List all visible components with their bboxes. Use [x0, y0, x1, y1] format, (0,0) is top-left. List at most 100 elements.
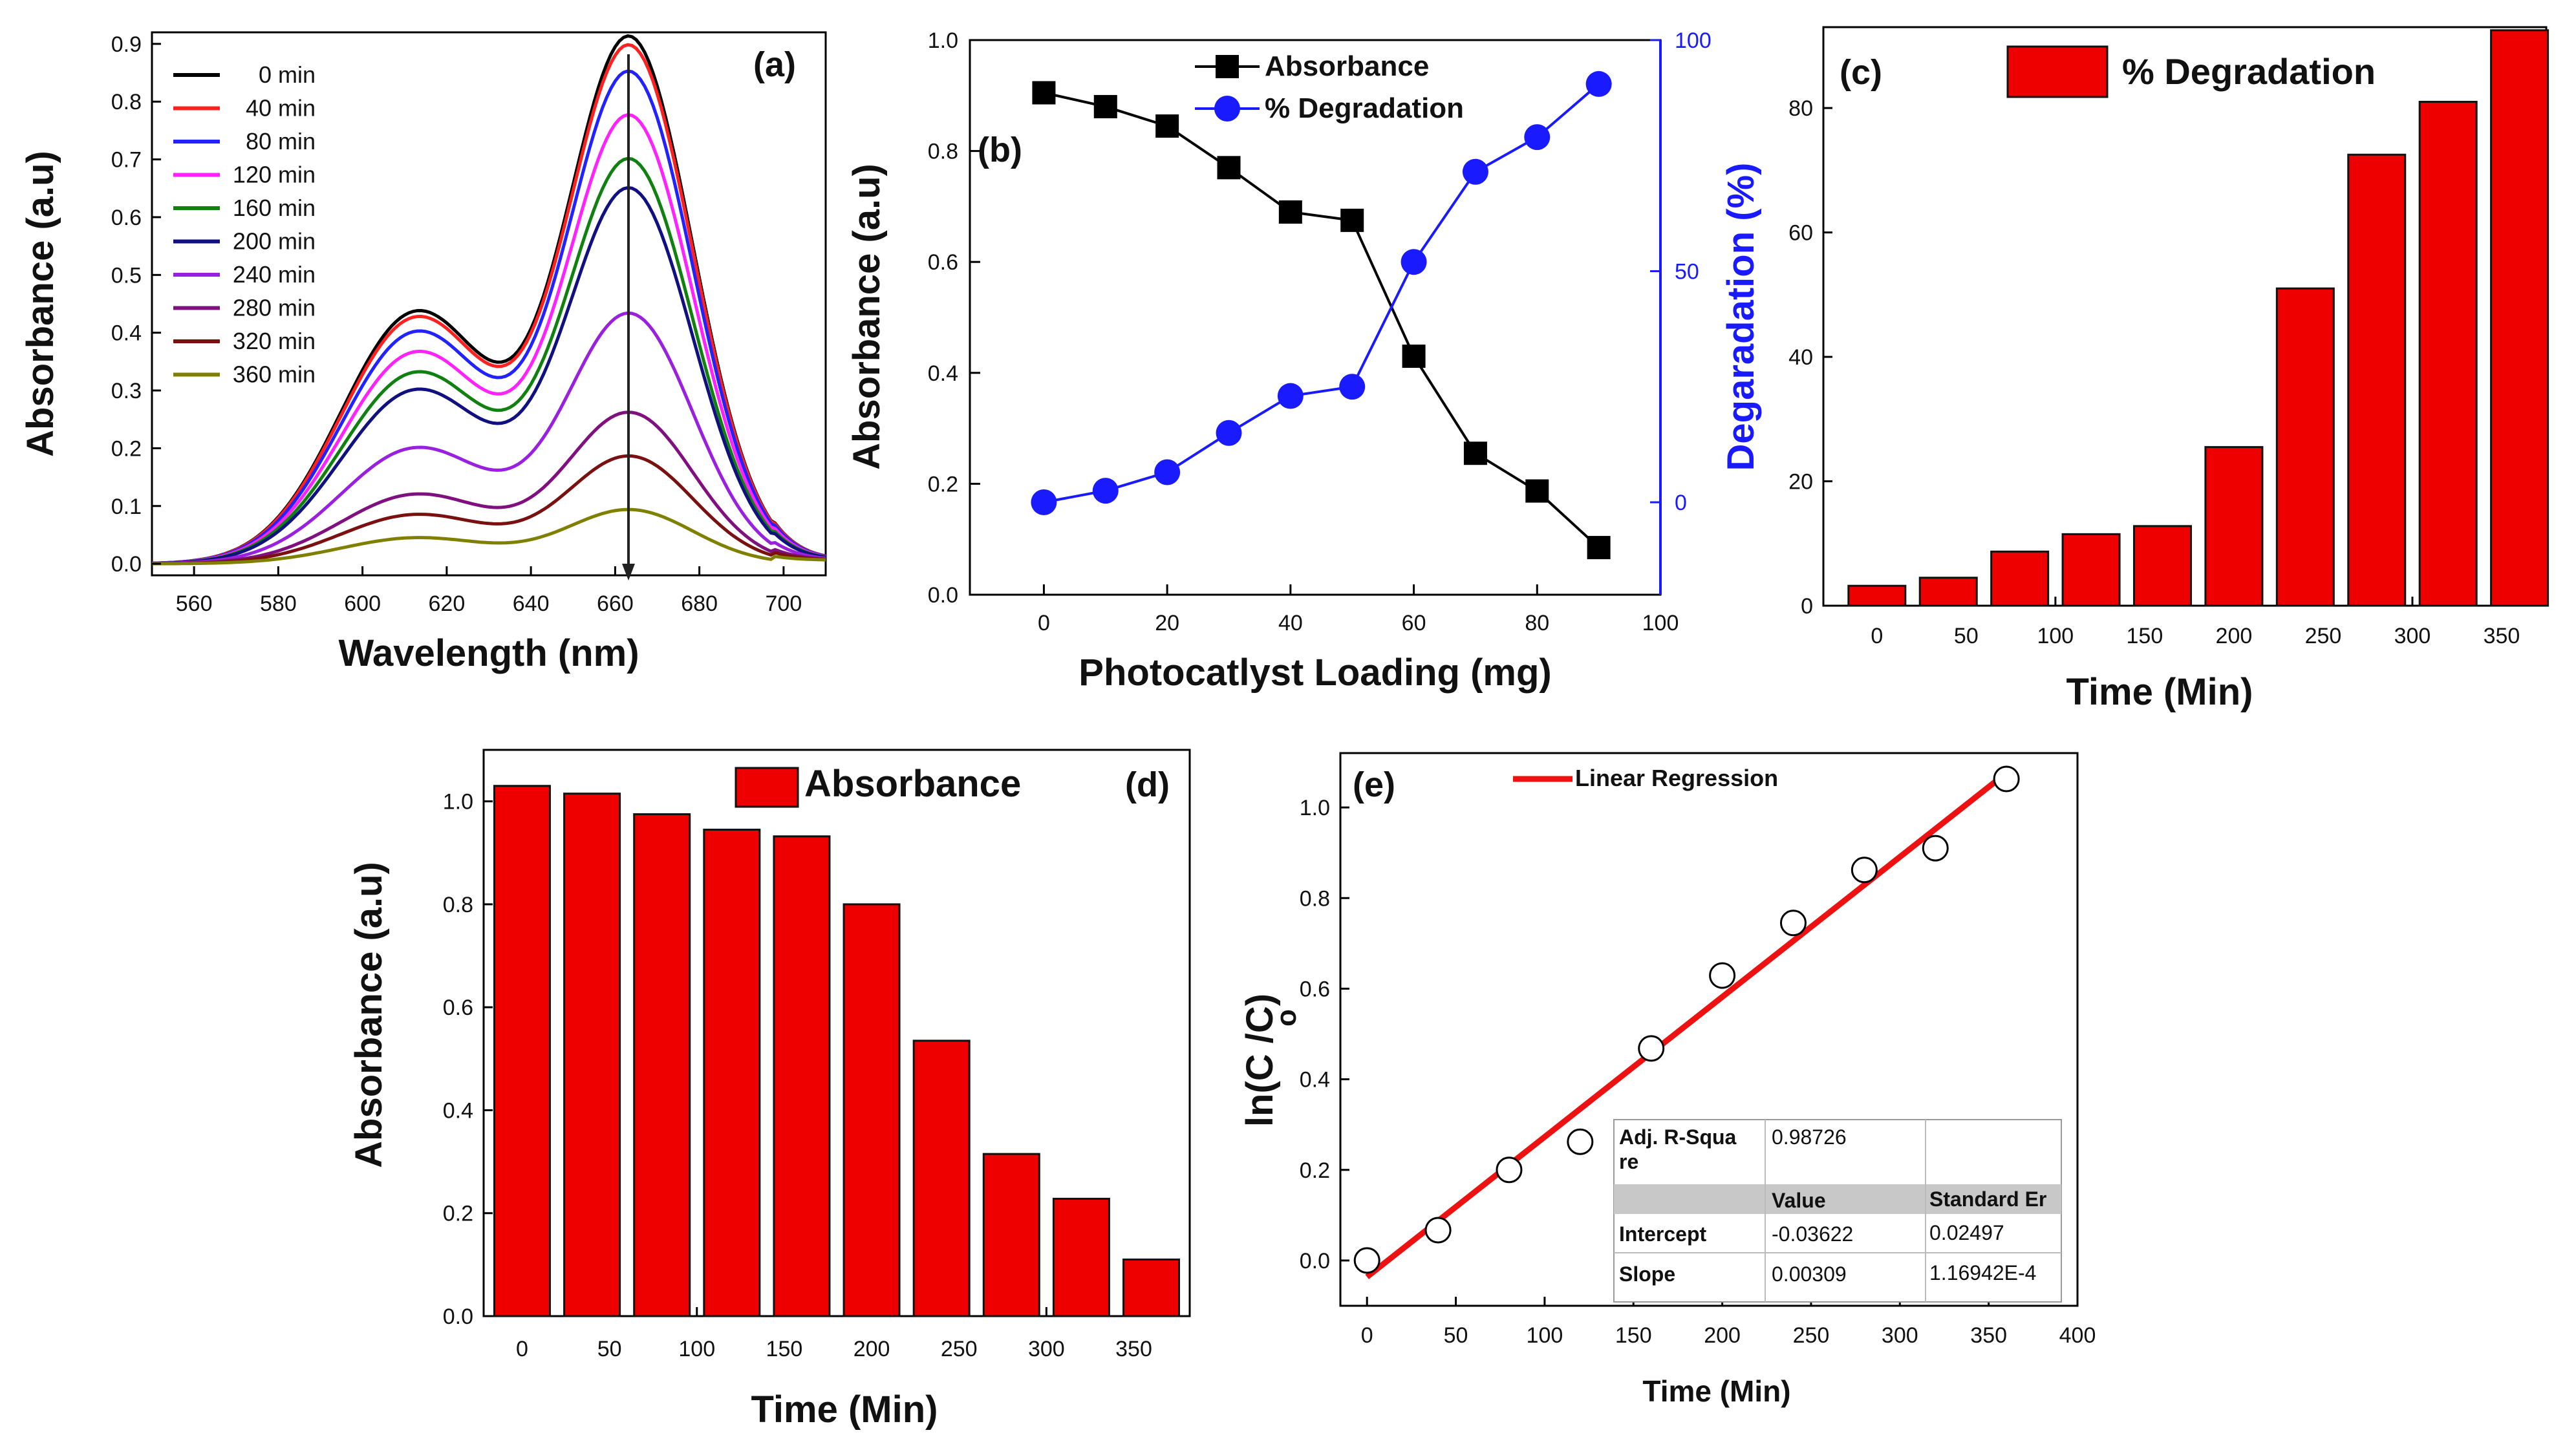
panel-a-ytick-label: 0.3	[111, 379, 142, 403]
panel-e-label: (e)	[1353, 765, 1395, 804]
panel-e-frame	[1339, 752, 2079, 1307]
panel-d-bar	[633, 813, 691, 1317]
panel-a-series-280-min	[151, 410, 826, 566]
panel-c-bar	[1990, 550, 2050, 607]
panel-e-ytick-label: 0.0	[1300, 1249, 1330, 1273]
panel-d-xlabel: Time (Min)	[751, 1389, 938, 1431]
panel-a-frame	[151, 31, 827, 577]
panel-a-ytick-label: 0.6	[111, 206, 142, 230]
panel-a-series-200-min	[151, 186, 826, 565]
panel-d-xtick-label: 200	[853, 1337, 890, 1361]
panel-b-degradation-point	[1031, 489, 1057, 515]
panel-a-legend-label: 160 min	[233, 195, 316, 221]
panel-a-label: (a)	[753, 45, 796, 84]
panel-b-absorbance-point	[1587, 536, 1611, 560]
panel-b-ytick-label: 0.4	[928, 361, 958, 386]
panel-a-xtick-label: 620	[429, 591, 466, 616]
panel-a-series-360-min	[152, 507, 826, 566]
panel-b-absorbance-point	[1217, 156, 1241, 180]
panel-b-ytick-label: 0.8	[928, 140, 958, 164]
panel-a-series-320-min	[151, 454, 826, 566]
panel-b-y2tick-label: 0	[1675, 491, 1687, 515]
panel-e-ylabel: ln(C /C)	[1239, 994, 1281, 1127]
panel-d-label: (d)	[1125, 765, 1170, 804]
panel-d-xtick-label: 150	[766, 1337, 803, 1361]
panel-a-legend-label: 240 min	[233, 261, 316, 288]
panel-c-bar	[2204, 446, 2264, 607]
panel-c-legend-swatch	[2006, 45, 2109, 98]
panel-b-absorbance-point	[1402, 345, 1426, 368]
table-col-se: Standard Er	[1929, 1187, 2046, 1211]
panel-b-y2label: Degaradation (%)	[1720, 163, 1762, 471]
panel-c-ytick-label: 0	[1801, 594, 1813, 619]
panel-b-y2tick-label: 50	[1675, 260, 1699, 284]
panel-c-bar	[2347, 153, 2407, 607]
panel-d-ylabel: Absorbance (a.u)	[348, 862, 390, 1168]
panel-b-ytick-label: 0.2	[928, 472, 958, 496]
panel-e-xtick-label: 400	[2059, 1323, 2096, 1348]
panel-e-legend-text: Linear Regression	[1575, 765, 1778, 791]
panel-c-xtick-label: 350	[2484, 624, 2520, 648]
panel-e-xtick-label: 100	[1527, 1323, 1563, 1348]
table-adj-label-wrap: re	[1619, 1150, 1638, 1173]
panel-c-legend-text: % Degradation	[2122, 51, 2376, 92]
panel-d-ytick-label: 0.6	[443, 996, 473, 1020]
panel-b-absorbance-point	[1525, 479, 1549, 503]
panel-e-xlabel: Time (Min)	[1642, 1374, 1790, 1408]
panel-b-degradation-point	[1154, 459, 1181, 485]
panel-e-data-point	[1709, 962, 1736, 989]
table-adj-label: Adj. R-Squa	[1619, 1125, 1737, 1149]
table-row-intercept-name: Intercept	[1619, 1222, 1706, 1246]
panel-e: 0 50 100 150 200 250 300 350 400 0.0 0.2 0.4 0.6 0.8 1…	[1239, 765, 2096, 1408]
panel-e-xtick-label: 250	[1793, 1323, 1830, 1348]
panel-d-legend-text: Absorbance	[804, 763, 1021, 805]
panel-d-ytick-label: 0.0	[443, 1304, 473, 1329]
panel-d-xtick-label: 100	[678, 1337, 715, 1361]
table-col-value: Value	[1772, 1189, 1826, 1212]
panel-d-bar	[563, 793, 621, 1317]
panel-d-bar	[1122, 1258, 1181, 1317]
panel-a-ytick-label: 0.9	[111, 32, 142, 57]
panel-e-ytick-label: 0.6	[1300, 977, 1330, 1001]
panel-e-data-point	[1779, 910, 1807, 937]
panel-a-ytick-label: 0.0	[111, 552, 142, 577]
panel-b-ytick-label: 0.0	[928, 583, 958, 608]
panel-b-xtick-label: 60	[1402, 611, 1426, 635]
panel-d-bar	[773, 835, 831, 1317]
panel-a-ytick-label: 0.5	[111, 263, 142, 288]
panel-a-legend-label: 320 min	[233, 328, 316, 354]
stats-table: Adj. R-Squa re 0.98726 Value Standard Er…	[1613, 1119, 2062, 1303]
panel-b-absorbance-line	[1043, 91, 1600, 549]
panel-e-data-point	[1424, 1217, 1452, 1244]
panel-b-degradation-point	[1585, 70, 1612, 97]
panel-b-degradation-point	[1462, 158, 1488, 185]
panel-b-absorbance-point	[1155, 114, 1179, 138]
panel-e-xtick-label: 350	[1970, 1323, 2007, 1348]
panel-a-ytick-label: 0.7	[111, 148, 142, 173]
panel-b-ytick-label: 1.0	[928, 28, 958, 53]
panel-c-label: (c)	[1840, 53, 1882, 92]
panel-e-ytick-label: 0.8	[1300, 886, 1330, 911]
panel-c-xtick-label: 150	[2127, 624, 2163, 648]
panel-c: 0 50 100 150 200 250 300 350 0 20 40 60 80 % Degrada…	[1788, 29, 2549, 713]
panel-a-legend-label: 120 min	[233, 162, 316, 188]
panel-d-ytick-label: 1.0	[443, 790, 473, 814]
panel-a-ytick-label: 0.1	[111, 495, 142, 519]
panel-c-xtick-label: 250	[2305, 624, 2342, 648]
panel-c-bar	[2418, 100, 2478, 607]
panel-b-legend-marker	[1216, 55, 1239, 78]
panel-e-xtick-label: 50	[1444, 1323, 1468, 1348]
panel-a-ytick-label: 0.2	[111, 436, 142, 461]
panel-c-xtick-label: 200	[2216, 624, 2253, 648]
panel-a-legend-label: 200 min	[233, 228, 316, 255]
table-row-intercept-se: 0.02497	[1929, 1221, 2004, 1244]
panel-b-degradation-point	[1524, 124, 1551, 151]
panel-a-legend-label: 40 min	[246, 95, 316, 122]
panel-c-bar	[1847, 584, 1907, 607]
panel-b-legend-marker	[1214, 96, 1240, 122]
panel-b-xtick-label: 40	[1278, 611, 1303, 635]
panel-a-legend-label: 80 min	[246, 128, 316, 154]
panel-c-ytick-label: 20	[1788, 470, 1813, 495]
panel-e-data-point	[1993, 765, 2020, 793]
